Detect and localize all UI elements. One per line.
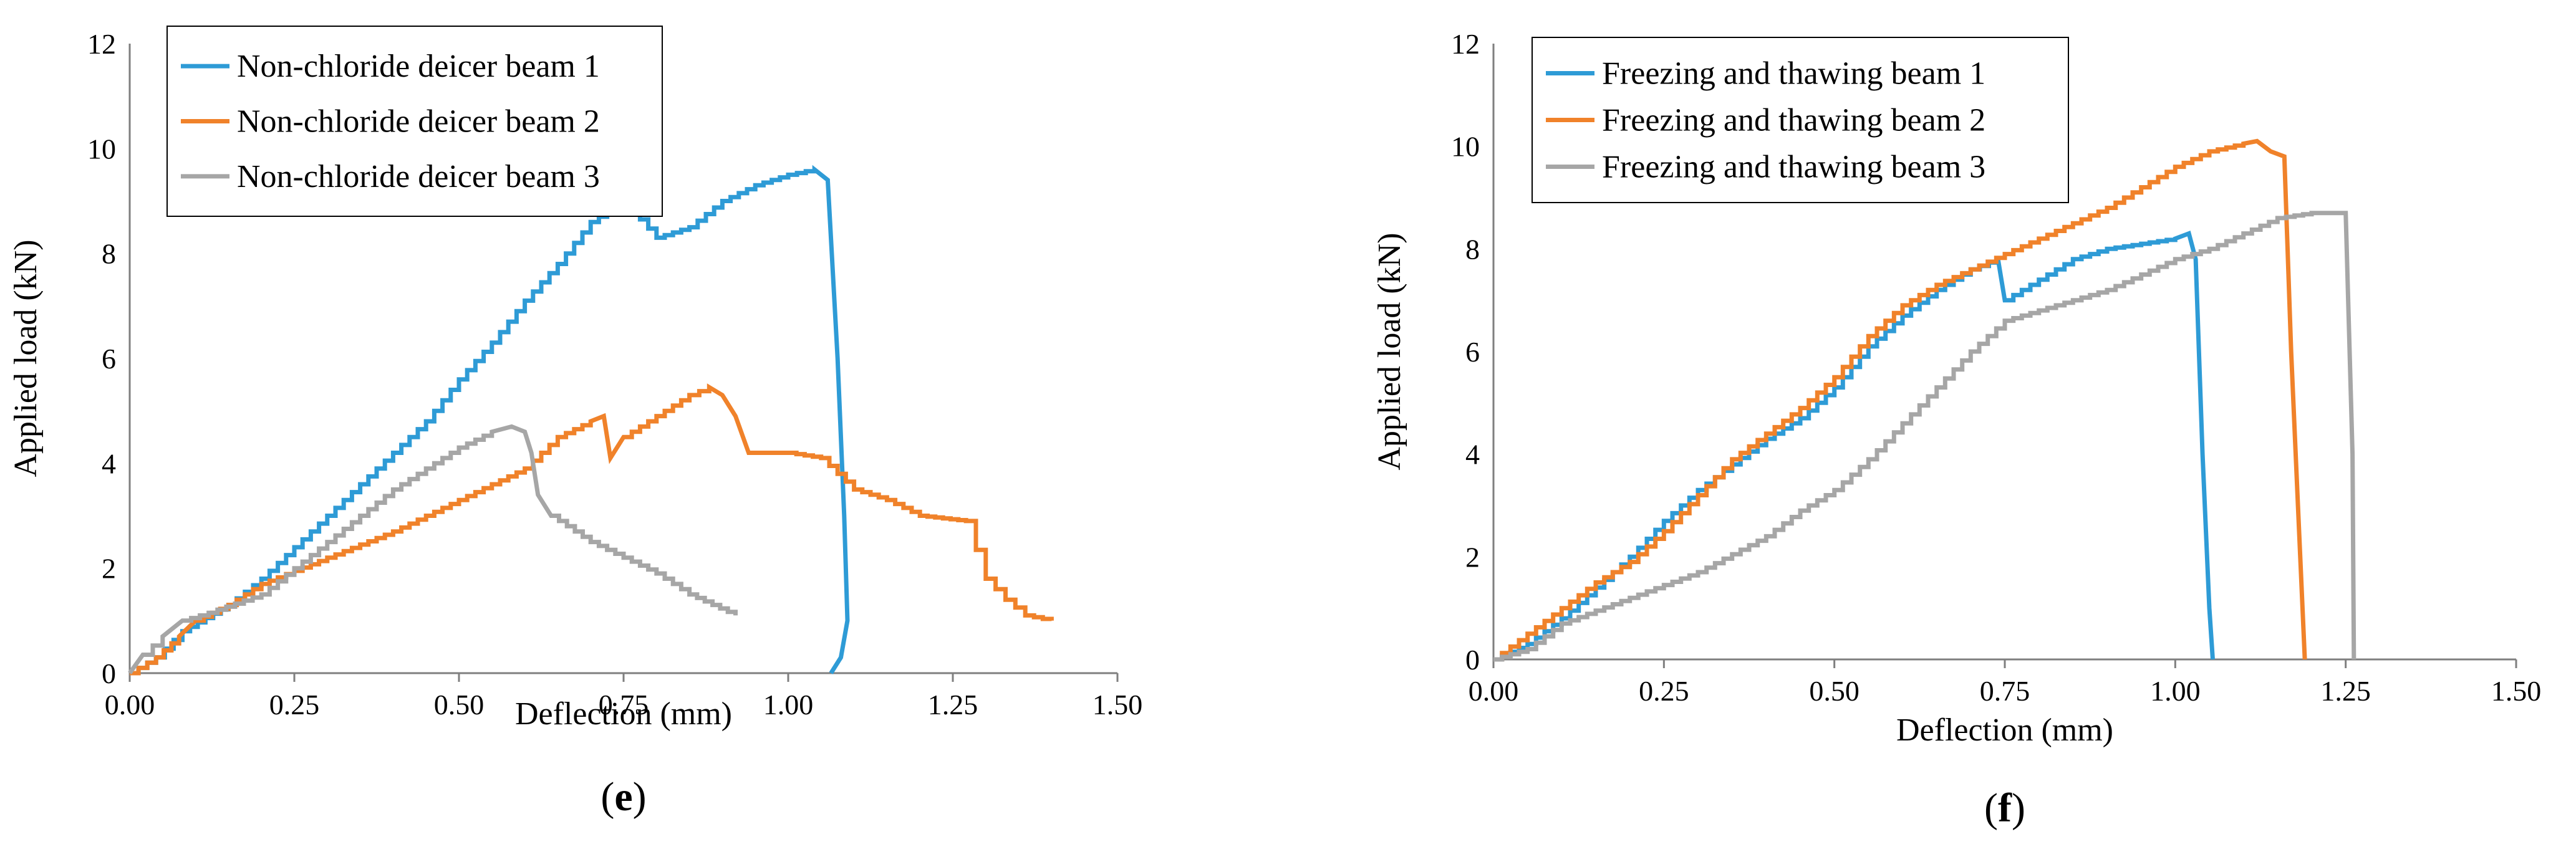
y-axis-title: Applied load (kN)	[1372, 232, 1407, 470]
legend-box	[1532, 37, 2069, 203]
chart-panel-e: 0.00 0.25 0.50 0.75 1.00 1.25 1.50 0 2 4 6 8 10 12 Def…	[8, 26, 1142, 820]
x-tick-label: 0.75	[1980, 675, 2030, 707]
y-tick-label: 6	[1465, 336, 1480, 368]
legend-label-1: Freezing and thawing beam 1	[1602, 56, 1985, 92]
legend-box	[166, 26, 663, 217]
x-tick-label: 1.00	[2150, 675, 2201, 707]
y-tick-label: 2	[102, 553, 116, 585]
x-tick-label: 1.25	[2320, 675, 2371, 707]
x-axis-title: Deflection (mm)	[515, 696, 732, 732]
x-tick-label: 0.25	[1639, 675, 1689, 707]
y-tick-label: 8	[1465, 233, 1480, 265]
x-tick-label: 0.50	[434, 689, 485, 721]
series-line-2	[130, 383, 1054, 676]
y-axis-title: Applied load (kN)	[8, 239, 44, 477]
y-tick-label: 12	[1451, 28, 1480, 60]
x-tick-label: 1.50	[2491, 675, 2542, 707]
legend-label-2: Freezing and thawing beam 2	[1602, 103, 1985, 138]
series-line-1	[1493, 230, 2215, 662]
x-tick-label: 1.00	[763, 689, 814, 721]
legend: Freezing and thawing beam 1 Freezing and …	[1532, 37, 2069, 203]
chart-panel-f: 0.00 0.25 0.50 0.75 1.00 1.25 1.50 0 2 4 6 8 10 12 Def…	[1372, 28, 2541, 831]
x-tick-label: 0.00	[1469, 675, 1519, 707]
series-line-2	[1493, 138, 2307, 662]
y-tick-label: 0	[1465, 644, 1480, 676]
y-tick-label: 6	[102, 343, 116, 375]
y-tick-label: 2	[1465, 541, 1480, 573]
x-tick-label: 0.25	[269, 689, 320, 721]
legend-label-3: Freezing and thawing beam 3	[1602, 150, 1985, 185]
x-tick-label: 0.50	[1809, 675, 1860, 707]
panel-label: (f)	[1984, 785, 2025, 831]
legend-label-1: Non-chloride deicer beam 1	[237, 49, 600, 84]
x-tick-label: 1.25	[928, 689, 978, 721]
y-tick-label: 8	[102, 238, 116, 270]
y-tick-label: 10	[1451, 131, 1480, 163]
x-tick-label: 1.50	[1093, 689, 1143, 721]
legend-label-2: Non-chloride deicer beam 2	[237, 104, 600, 140]
y-tick-label: 10	[87, 133, 116, 165]
series-line-3	[1493, 211, 2357, 662]
series-line-3	[128, 424, 738, 675]
legend: Non-chloride deicer beam 1 Non-chloride d…	[166, 26, 663, 217]
y-tick-label: 0	[102, 658, 116, 689]
y-tick-label: 4	[1465, 439, 1480, 471]
x-tick-label: 0.00	[105, 689, 155, 721]
y-tick-label: 4	[102, 448, 116, 479]
x-axis-title: Deflection (mm)	[1896, 712, 2113, 748]
x-tick-label: 0.75	[599, 689, 649, 721]
series-line-1	[130, 165, 850, 676]
panel-label: (e)	[601, 774, 646, 820]
y-tick-label: 12	[87, 28, 116, 60]
legend-label-3: Non-chloride deicer beam 3	[237, 159, 600, 194]
